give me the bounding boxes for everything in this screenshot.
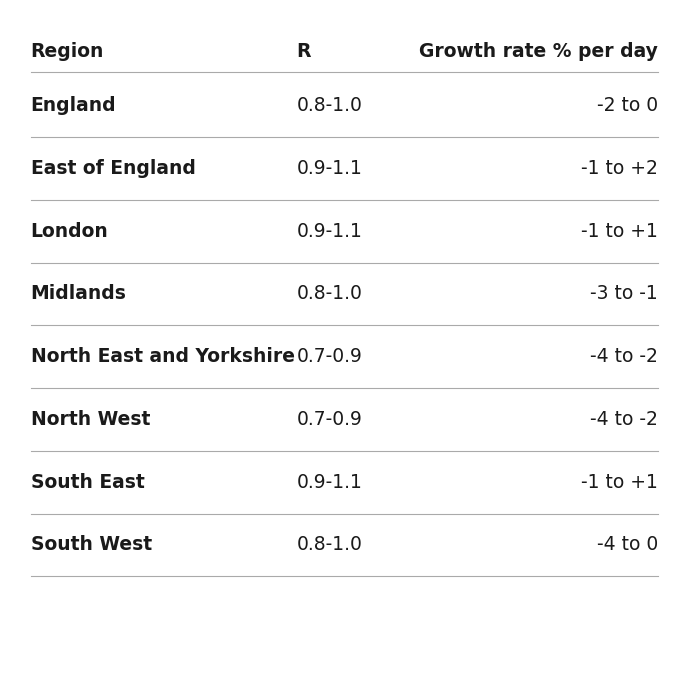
Text: -4 to 0: -4 to 0 [597,535,658,554]
Text: -4 to -2: -4 to -2 [590,347,658,366]
Text: 0.9-1.1: 0.9-1.1 [297,473,363,492]
Text: England: England [31,96,117,115]
Text: South East: South East [31,473,145,492]
Text: North West: North West [31,410,150,429]
Text: Midlands: Midlands [31,284,127,303]
Text: London: London [31,222,108,241]
Text: -4 to -2: -4 to -2 [590,410,658,429]
Text: -1 to +2: -1 to +2 [581,159,658,178]
Text: 0.9-1.1: 0.9-1.1 [297,222,363,241]
Text: Growth rate % per day: Growth rate % per day [419,42,658,61]
Text: -1 to +1: -1 to +1 [581,222,658,241]
Text: 0.7-0.9: 0.7-0.9 [297,347,363,366]
Text: -1 to +1: -1 to +1 [581,473,658,492]
Text: 0.8-1.0: 0.8-1.0 [297,535,363,554]
Text: 0.8-1.0: 0.8-1.0 [297,96,363,115]
Text: 0.8-1.0: 0.8-1.0 [297,284,363,303]
Text: -2 to 0: -2 to 0 [597,96,658,115]
Text: R: R [297,42,311,61]
Text: 0.9-1.1: 0.9-1.1 [297,159,363,178]
Text: 0.7-0.9: 0.7-0.9 [297,410,363,429]
Text: -3 to -1: -3 to -1 [591,284,658,303]
Text: South West: South West [31,535,152,554]
Text: East of England: East of England [31,159,196,178]
Text: North East and Yorkshire: North East and Yorkshire [31,347,295,366]
Text: Region: Region [31,42,104,61]
